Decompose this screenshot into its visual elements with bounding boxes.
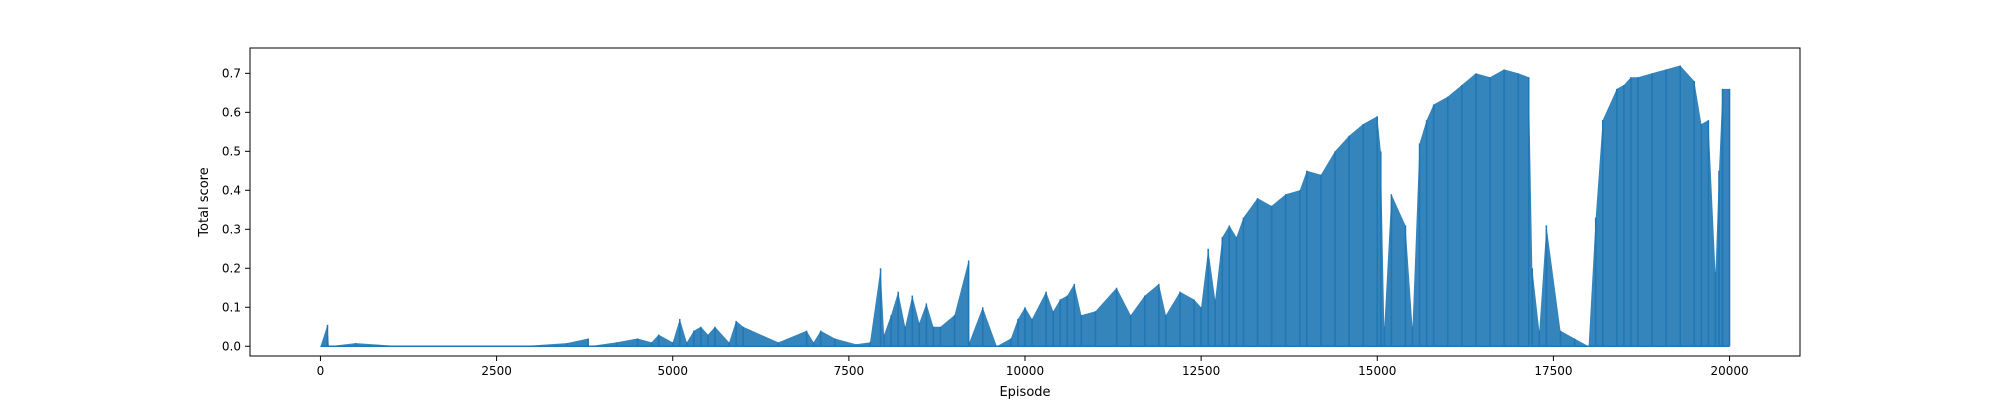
y-tick-label: 0.0 [222, 339, 241, 353]
x-tick-label: 2500 [481, 364, 512, 378]
y-tick-label: 0.4 [222, 183, 241, 197]
x-tick-label: 7500 [834, 364, 865, 378]
y-tick-label: 0.6 [222, 105, 241, 119]
x-tick-label: 15000 [1358, 364, 1396, 378]
y-tick-label: 0.7 [222, 66, 241, 80]
plot-frame [249, 47, 1801, 357]
series-0 [320, 65, 1731, 348]
x-tick-label: 17500 [1534, 364, 1572, 378]
series-layer [320, 65, 1731, 348]
x-tick-label: 5000 [657, 364, 688, 378]
x-tick-label: 10000 [1006, 364, 1044, 378]
y-axis-label: Total score [197, 167, 212, 237]
x-axis-ticks: 0 2500 5000 7500 10000 12500 15000 17500 20000 [317, 356, 1749, 378]
y-tick-label: 0.5 [222, 144, 241, 158]
y-axis-ticks: 0.0 0.1 0.2 0.3 0.4 0.5 0.6 0.7 [222, 66, 250, 353]
x-tick-label: 20000 [1710, 364, 1748, 378]
x-axis-label: Episode [999, 385, 1050, 400]
y-tick-label: 0.1 [222, 300, 241, 314]
y-tick-label: 0.2 [222, 261, 241, 275]
x-tick-label: 0 [317, 364, 325, 378]
y-tick-label: 0.3 [222, 222, 241, 236]
x-tick-label: 12500 [1182, 364, 1220, 378]
